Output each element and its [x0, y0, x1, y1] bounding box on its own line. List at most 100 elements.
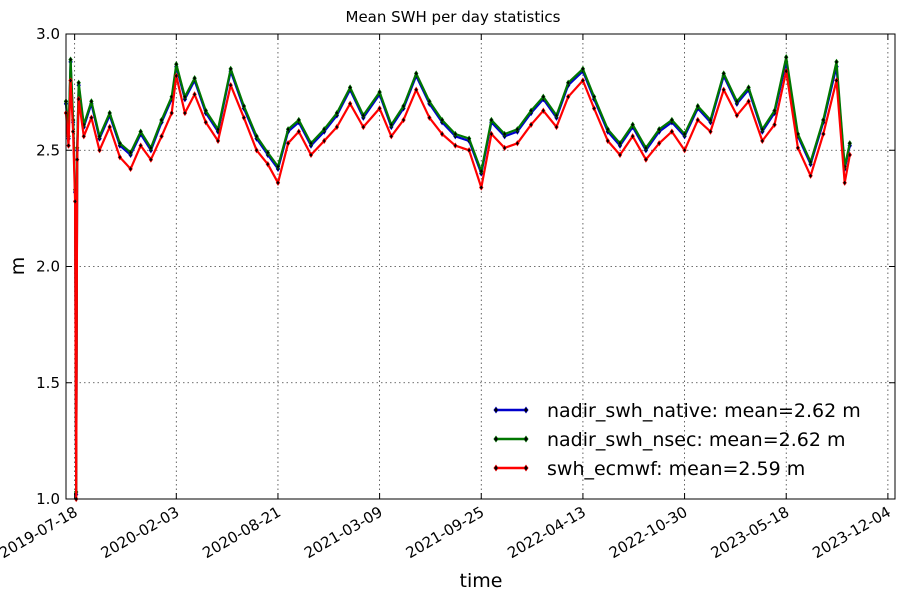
data-point [174, 72, 179, 80]
data-point [241, 114, 247, 121]
data-point [228, 65, 233, 73]
data-point [669, 116, 675, 124]
data-point [734, 112, 740, 119]
legend: nadir_swh_native: mean=2.62 m nadir_swh_n… [493, 400, 861, 480]
data-point [192, 75, 197, 82]
data-point [847, 140, 852, 147]
data-point [138, 142, 143, 149]
data-point [66, 142, 71, 149]
y-tick-label: 2.5 [36, 141, 60, 159]
data-point [296, 128, 301, 135]
data-point [68, 77, 73, 84]
data-point [389, 133, 394, 140]
data-point [847, 151, 852, 159]
data-point [821, 116, 826, 124]
data-point [128, 149, 133, 156]
data-point [695, 102, 700, 110]
data-point [296, 116, 301, 124]
data-point [808, 172, 813, 179]
legend-item: nadir_swh_native: mean=2.62 m [493, 400, 861, 422]
data-point [159, 133, 164, 140]
data-point [784, 54, 789, 61]
data-point [591, 105, 597, 112]
data-point [453, 130, 458, 138]
data-point [334, 109, 340, 117]
data-point [721, 86, 726, 93]
legend-label: nadir_swh_nsec: mean=2.62 m [547, 429, 846, 451]
data-point [322, 137, 327, 145]
data-point [174, 61, 179, 68]
x-tick-label: 2022-04-13 [504, 503, 589, 562]
data-point [76, 95, 81, 103]
data-point [760, 126, 765, 133]
data-point [682, 147, 687, 154]
data-point [834, 58, 839, 66]
data-point [89, 114, 94, 121]
data-point [159, 116, 164, 124]
chart-title: Mean SWH per day statistics [346, 8, 561, 26]
data-point [643, 144, 649, 152]
data-point [479, 168, 484, 175]
x-axis-ticks: 2019-07-18 2020-02-03 2020-08-21 2021-03-09… [0, 34, 894, 562]
legend-marker [523, 406, 529, 414]
data-point [107, 123, 112, 131]
data-point [241, 102, 247, 110]
data-point [772, 121, 777, 128]
data-point [708, 116, 713, 124]
data-point [721, 70, 726, 77]
legend-item: nadir_swh_nsec: mean=2.62 m [493, 429, 846, 451]
data-point [427, 98, 432, 105]
data-point [489, 116, 494, 124]
series-line [64, 56, 851, 494]
data-point [605, 126, 610, 133]
data-point [203, 107, 208, 114]
data-point [502, 144, 507, 152]
data-point [117, 154, 123, 161]
data-point [347, 100, 353, 107]
data-point [117, 140, 123, 147]
data-point [605, 137, 610, 145]
data-point [515, 126, 520, 133]
data-point [734, 98, 740, 105]
data-point [669, 128, 675, 135]
data-point [414, 86, 419, 93]
data-point [566, 93, 571, 100]
data-point [479, 184, 484, 191]
data-point [265, 161, 270, 168]
data-point [439, 130, 445, 138]
data-point [760, 137, 765, 145]
data-point [682, 130, 687, 138]
data-point [203, 119, 208, 126]
data-point [746, 84, 751, 91]
data-point [322, 126, 327, 133]
data-point [75, 156, 80, 163]
data-point [772, 107, 777, 114]
data-point [275, 163, 281, 170]
x-tick-label: 2019-07-18 [0, 503, 81, 562]
data-point [285, 126, 291, 133]
series-line [64, 70, 851, 501]
legend-marker [493, 464, 499, 472]
data-point [401, 102, 406, 110]
data-point [308, 140, 314, 147]
data-point [554, 123, 559, 131]
data-point [695, 116, 700, 124]
data-point [746, 98, 751, 105]
data-point [361, 123, 366, 131]
data-point [97, 133, 102, 140]
data-point [265, 149, 270, 156]
data-point [834, 77, 839, 84]
data-point [580, 65, 586, 73]
y-axis-label: m [7, 257, 29, 276]
data-point [182, 93, 188, 100]
data-point [541, 107, 546, 114]
y-tick-label: 1.5 [36, 374, 60, 392]
data-point [148, 156, 154, 163]
data-point [617, 140, 623, 147]
data-point [617, 151, 623, 159]
data-point [630, 121, 635, 128]
data-point [808, 158, 813, 166]
data-point [215, 126, 221, 133]
